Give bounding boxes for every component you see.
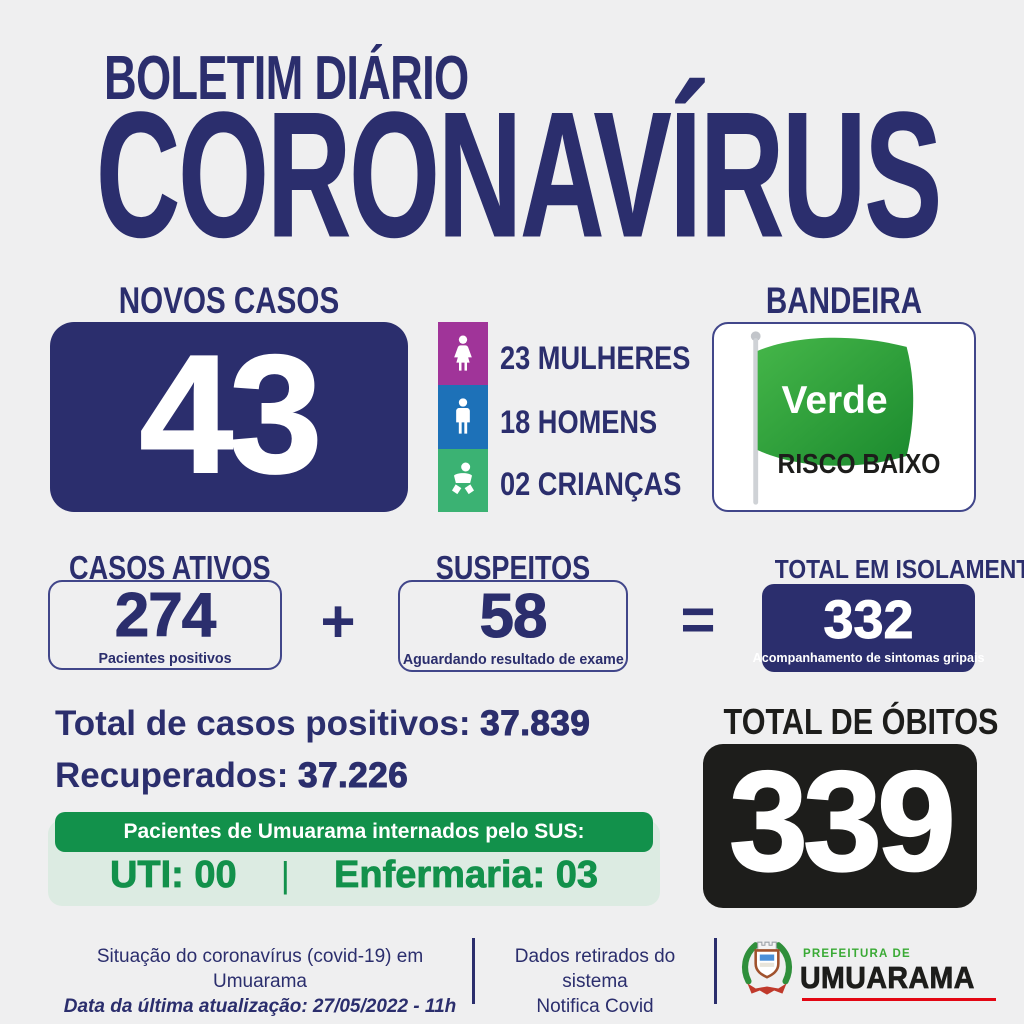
new-cases-label: NOVOS CASOS bbox=[118, 280, 340, 321]
footer-situation-block: Situação do coronavírus (covid-19) em Um… bbox=[60, 944, 460, 1019]
active-cases-caption: Pacientes positivos bbox=[98, 649, 232, 667]
deaths-value: 339 bbox=[728, 742, 957, 901]
new-cases-box: 43 bbox=[50, 322, 408, 512]
footer-divider-left bbox=[472, 938, 475, 1004]
green-flag-icon: Verde bbox=[750, 331, 914, 505]
active-cases-box: 274 Pacientes positivos bbox=[48, 580, 282, 670]
flag-text: Verde bbox=[782, 379, 888, 422]
new-cases-value: 43 bbox=[139, 320, 324, 508]
recovered-label: Recuperados: bbox=[55, 756, 299, 795]
footer-source-block: Dados retirados do sistema Notifica Covi… bbox=[486, 944, 704, 1019]
equals-sign: = bbox=[680, 586, 716, 653]
woman-icon bbox=[454, 335, 472, 371]
bulletin-kicker: BOLETIM DIÁRIO bbox=[104, 44, 469, 113]
man-icon bbox=[456, 398, 470, 434]
isolation-caption: Acompanhamento de sintomas gripais bbox=[752, 649, 985, 665]
isolation-box: 332 Acompanhamento de sintomas gripais bbox=[753, 584, 984, 672]
men-count-label: 18 HOMENS bbox=[500, 404, 658, 440]
suspects-value: 58 bbox=[479, 581, 548, 651]
total-positives-line: Total de casos positivos: 37.839 bbox=[55, 704, 591, 743]
total-positives-value: 37.839 bbox=[480, 704, 591, 743]
women-icon-cell bbox=[438, 322, 488, 386]
deaths-box: 339 bbox=[703, 744, 977, 908]
suspects-box: 58 Aguardando resultado de exame bbox=[398, 580, 628, 672]
demographics-icon-strip bbox=[438, 322, 488, 512]
isolation-value: 332 bbox=[823, 589, 914, 650]
flag-section-label: BANDEIRA bbox=[765, 280, 923, 321]
enfermaria-value: Enfermaria: 03 bbox=[334, 854, 599, 896]
recovered-value: 37.226 bbox=[298, 756, 409, 795]
footer-situation-line: Situação do coronavírus (covid-19) em Um… bbox=[96, 946, 424, 992]
recovered-line: Recuperados: 37.226 bbox=[55, 756, 409, 795]
sus-banner-header: Pacientes de Umuarama internados pelo SU… bbox=[55, 812, 653, 852]
sus-values-row: UTI: 00 | Enfermaria: 03 bbox=[48, 854, 660, 896]
page-title: CORONAVÍRUS bbox=[96, 75, 943, 274]
deaths-label: TOTAL DE ÓBITOS bbox=[723, 701, 999, 742]
total-positives-label: Total de casos positivos: bbox=[55, 704, 481, 743]
isolation-label: TOTAL EM ISOLAMENTO bbox=[774, 554, 1024, 584]
footer-source-line2: Notifica Covid bbox=[536, 996, 654, 1017]
plus-sign: + bbox=[320, 588, 356, 655]
footer-updated-line: Data da última atualização: 27/05/2022 -… bbox=[63, 996, 457, 1017]
suspects-caption: Aguardando resultado de exame bbox=[402, 650, 624, 668]
risk-level-label: RISCO BAIXO bbox=[777, 448, 941, 479]
women-count-label: 23 MULHERES bbox=[500, 340, 691, 376]
umuarama-coat-of-arms-icon bbox=[741, 941, 793, 995]
uti-value: UTI: 00 bbox=[109, 854, 238, 896]
active-cases-label: CASOS ATIVOS bbox=[69, 549, 271, 586]
sus-divider: | bbox=[280, 854, 291, 895]
logo-red-rule bbox=[802, 998, 996, 1001]
baby-icon bbox=[452, 462, 474, 495]
children-count-label: 02 CRIANÇAS bbox=[500, 466, 682, 502]
footer-divider-right bbox=[714, 938, 717, 1004]
children-icon-cell bbox=[438, 448, 488, 512]
prefeitura-de-label: PREFEITURA DE bbox=[803, 948, 911, 960]
footer-source-line1: Dados retirados do sistema bbox=[514, 946, 676, 992]
suspects-label: SUSPEITOS bbox=[435, 549, 591, 586]
active-cases-value: 274 bbox=[114, 580, 216, 650]
umuarama-logo-text: UMUARAMA bbox=[800, 960, 975, 995]
sus-banner-header-text: Pacientes de Umuarama internados pelo SU… bbox=[123, 820, 585, 843]
men-icon-cell bbox=[438, 385, 488, 449]
